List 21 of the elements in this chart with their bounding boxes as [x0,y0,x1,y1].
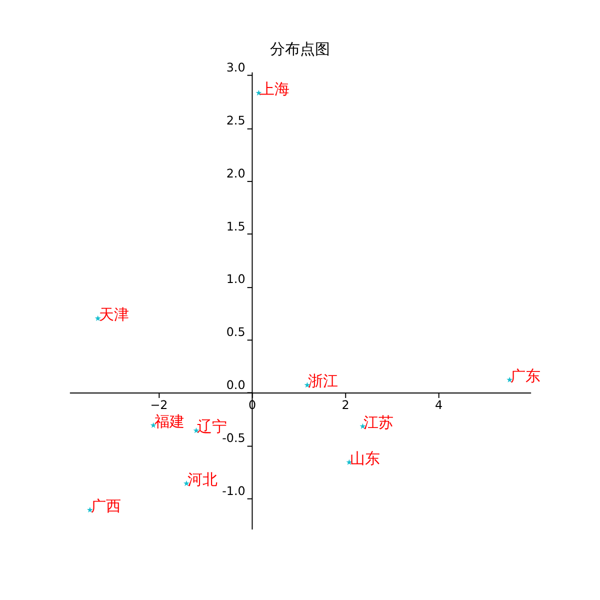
y-tick-label: 2.0 [226,166,246,180]
x-tick-label: 4 [434,398,443,412]
annotation: 广西 [90,496,121,515]
y-tick-label: 0.5 [226,325,246,340]
y-tick-label: 1.5 [226,219,246,234]
annotation: 广东 [510,366,541,385]
annotation: 江苏 [364,413,394,432]
annotation: 山东 [350,449,380,468]
annotation: 天津 [98,305,129,324]
y-tick-label: -1.0 [222,484,246,498]
annotation: 浙江 [308,372,338,390]
annotation: 福建 [154,412,184,430]
x-tick-label: −2 [150,398,168,412]
chart-title: 分布点图 [270,40,330,58]
y-tick-label: 1.0 [226,272,246,286]
y-tick-label: 2.5 [226,113,246,128]
annotation: 河北 [187,470,218,489]
y-tick-label: 0.0 [226,378,246,392]
annotation: 上海 [260,80,290,98]
y-tick-label: 3.0 [226,60,246,75]
x-tick-label: 2 [342,398,350,412]
